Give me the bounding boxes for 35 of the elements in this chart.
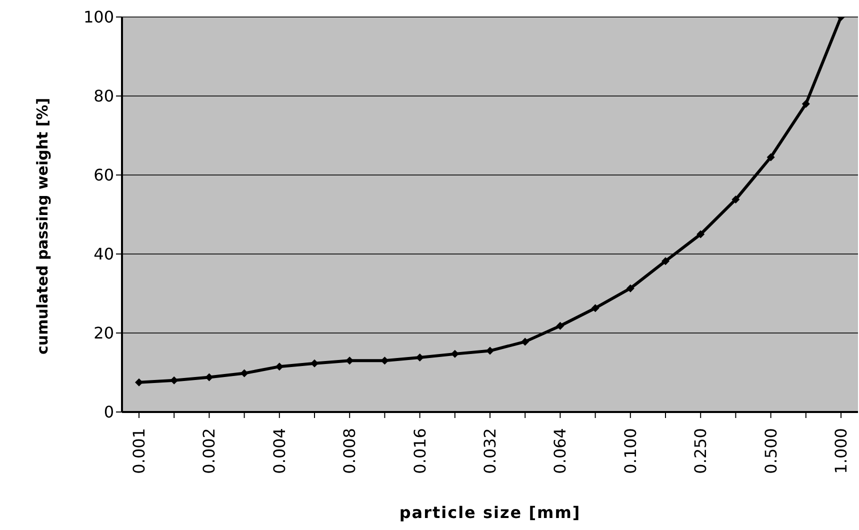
- point: [416, 353, 424, 362]
- x-tick-label: 0.004: [270, 428, 289, 474]
- x-tick-label: 0.100: [620, 428, 640, 474]
- point: [556, 322, 564, 330]
- x-tick-label: 0.016: [410, 428, 430, 474]
- x-tick-label: 0.008: [340, 428, 360, 474]
- y-tick-label: 80: [94, 86, 114, 106]
- point: [521, 338, 530, 346]
- point: [591, 304, 600, 312]
- point: [626, 284, 634, 292]
- y-tick-label: 20: [94, 324, 114, 343]
- point: [696, 230, 705, 238]
- x-tick-label: 0.002: [200, 428, 219, 474]
- point: [450, 350, 459, 358]
- x-axis-title: particle size [mm]: [399, 503, 581, 522]
- point: [310, 359, 318, 368]
- x-tick-label: 0.064: [550, 428, 570, 474]
- point: [240, 369, 248, 378]
- point: [135, 378, 143, 386]
- y-axis-title: cumulated passing weight [%]: [33, 98, 52, 354]
- y-tick-label: 60: [94, 166, 114, 185]
- point: [662, 257, 670, 266]
- point: [275, 362, 284, 371]
- x-tick-label: 0.500: [761, 428, 780, 474]
- y-tick-label: 40: [94, 244, 114, 264]
- x-tick-label: 1.000: [832, 428, 850, 474]
- x-tick-label: 0.032: [480, 428, 500, 474]
- point: [802, 100, 810, 108]
- point: [732, 195, 740, 204]
- x-tick-label: 0.250: [691, 428, 710, 474]
- y-tick-label: 100: [83, 8, 114, 27]
- y-tick-label: 0: [104, 402, 114, 422]
- x-tick-label: 0.001: [130, 428, 148, 474]
- point: [766, 153, 775, 162]
- point: [486, 346, 494, 355]
